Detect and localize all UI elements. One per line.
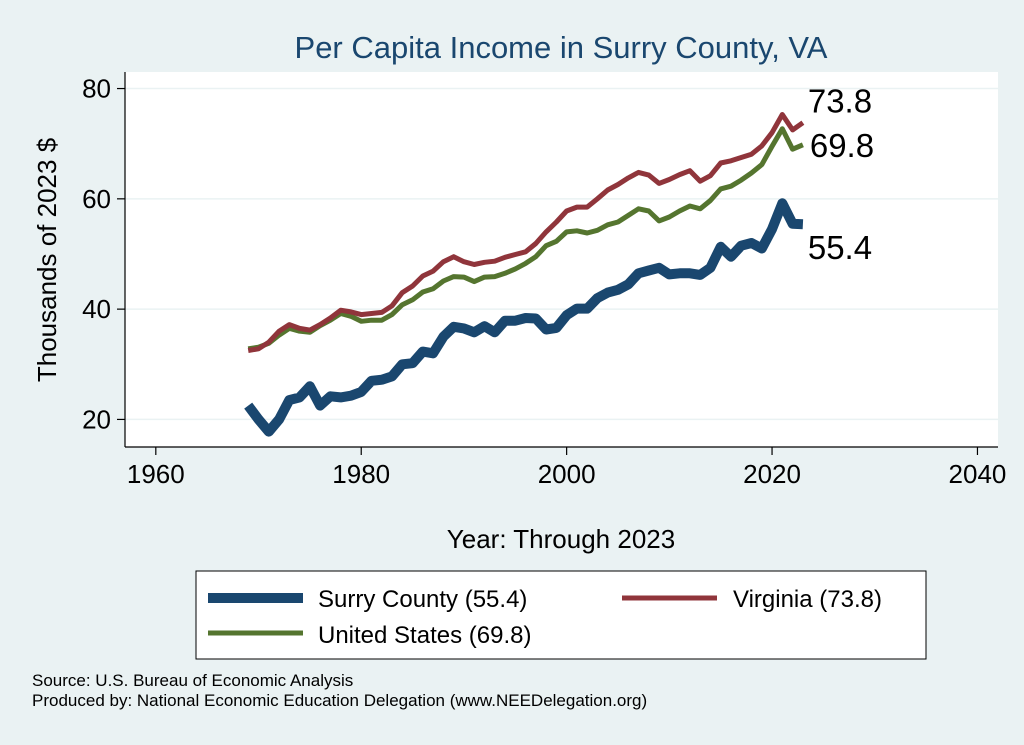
plot-area	[125, 72, 998, 447]
x-tick-label: 1980	[332, 459, 390, 489]
series-line-virginia	[247, 112, 805, 353]
legend: Surry County (55.4) Virginia (73.8) Unit…	[195, 570, 927, 660]
legend-label-virginia: Virginia (73.8)	[733, 586, 882, 613]
legend-label-surry: Surry County (55.4)	[318, 586, 527, 613]
source-note: Source: U.S. Bureau of Economic Analysis	[32, 671, 354, 690]
series-line-us	[247, 126, 804, 352]
x-tick-label: 1960	[127, 459, 185, 489]
y-tick-label: 80	[82, 74, 111, 104]
end-label-virginia: 73.8	[808, 83, 872, 120]
legend-label-us: United States (69.8)	[318, 622, 531, 649]
x-axis-title: Year: Through 2023	[447, 524, 675, 554]
producer-note: Produced by: National Economic Education…	[32, 691, 648, 710]
series-line-surry	[244, 198, 804, 437]
end-label-us: 69.8	[810, 127, 874, 164]
series-lines	[244, 112, 805, 437]
y-tick-label: 60	[82, 184, 111, 214]
x-tick-label: 2040	[949, 459, 1007, 489]
y-tick-label: 40	[82, 294, 111, 324]
end-label-surry: 55.4	[808, 229, 872, 266]
x-tick-label: 2000	[538, 459, 596, 489]
end-labels: 55.4 73.8 69.8	[808, 83, 874, 266]
chart-title: Per Capita Income in Surry County, VA	[295, 30, 828, 65]
legend-box	[195, 570, 927, 660]
y-tick-label: 20	[82, 404, 111, 434]
gridlines	[125, 87, 998, 421]
x-tick-label: 2020	[743, 459, 801, 489]
y-axis-title: Thousands of 2023 $	[32, 137, 62, 382]
